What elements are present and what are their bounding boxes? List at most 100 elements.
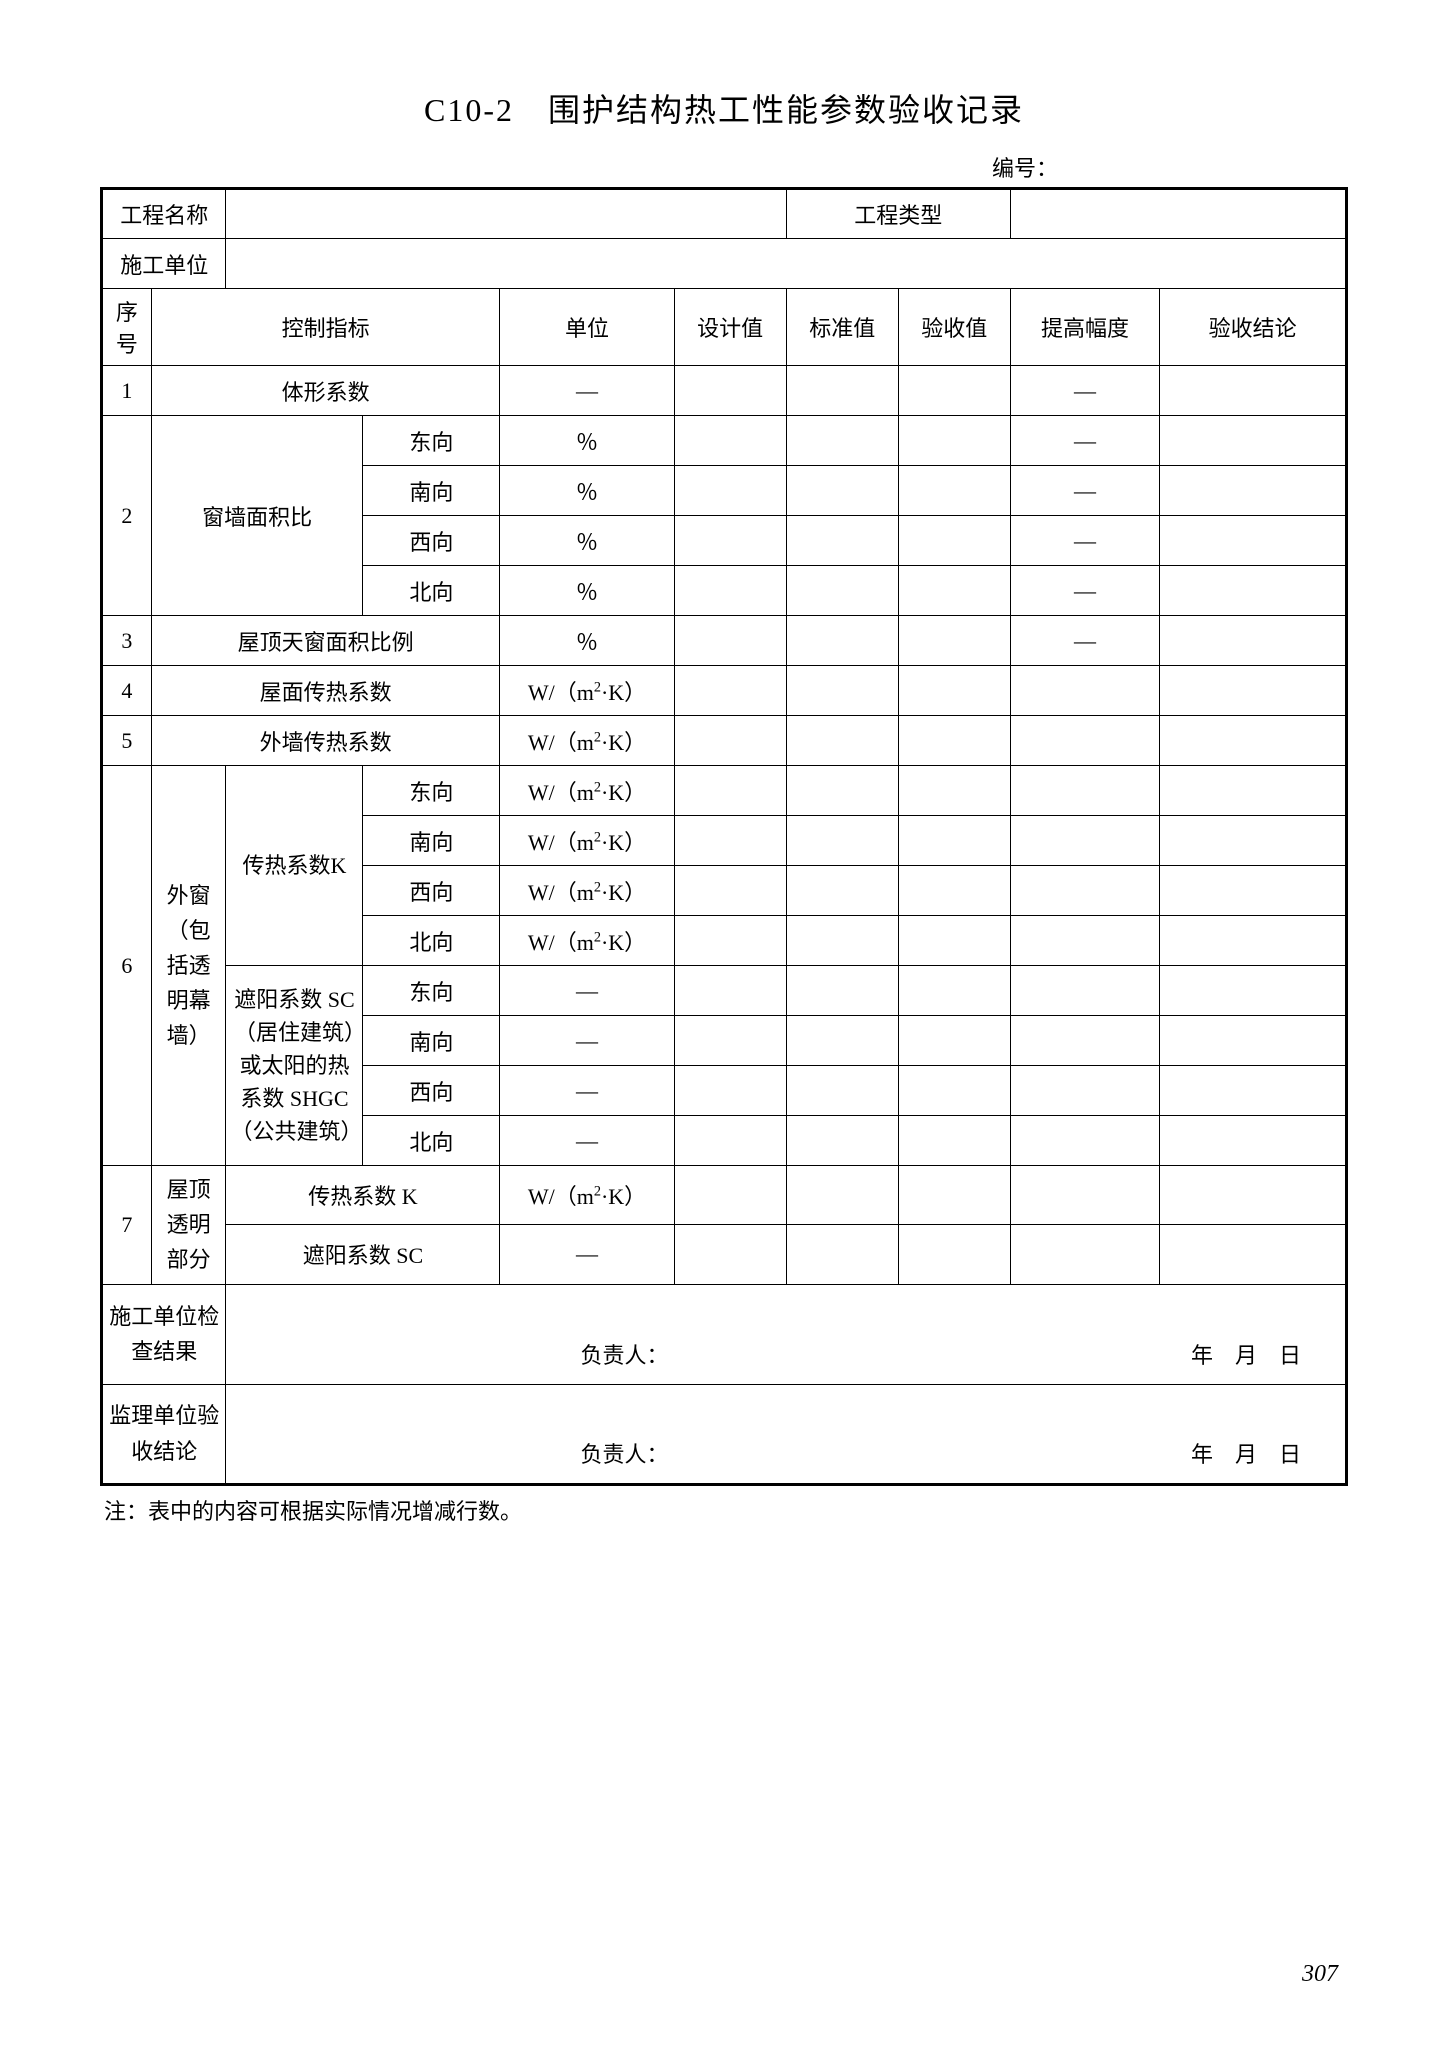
- cell: [674, 616, 786, 666]
- cell: [1160, 1016, 1347, 1066]
- indicator-label: 外墙传热系数: [151, 716, 500, 766]
- year-label: 年: [1191, 1343, 1213, 1368]
- cell: [898, 916, 1010, 966]
- table-row: 1 体形系数 — —: [102, 366, 1347, 416]
- responsible-label: 负责人：: [580, 1437, 668, 1469]
- cell: [786, 566, 898, 616]
- cell: [1160, 366, 1347, 416]
- acceptance-table: 工程名称 工程类型 施工单位 序号 控制指标 单位 设计值 标准值 验收值 提高…: [100, 187, 1348, 1486]
- responsible-label: 负责人：: [580, 1338, 668, 1370]
- cell: [1010, 966, 1159, 1016]
- day-label: 日: [1279, 1442, 1301, 1467]
- page-title: C10-2 围护结构热工性能参数验收记录: [100, 85, 1348, 131]
- page-number: 307: [1302, 1961, 1338, 1988]
- cell: [674, 566, 786, 616]
- unit: ％: [500, 466, 674, 516]
- cell: [1160, 1066, 1347, 1116]
- sub-indicator: 传热系数K: [226, 766, 363, 966]
- cell: [1160, 516, 1347, 566]
- cell: [1160, 416, 1347, 466]
- month-label: 月: [1235, 1442, 1257, 1467]
- table-row: 遮阳系数 SC —: [102, 1225, 1347, 1284]
- seq: 6: [102, 766, 152, 1166]
- indicator-label: 窗墙面积比: [151, 416, 363, 616]
- cell: [1010, 766, 1159, 816]
- cell: [898, 1166, 1010, 1225]
- unit: W/（m2·K）: [500, 716, 674, 766]
- direction-south: 南向: [363, 466, 500, 516]
- cell: [1010, 1066, 1159, 1116]
- cell: [898, 816, 1010, 866]
- table-row: 7 屋顶透明部分 传热系数 K W/（m2·K）: [102, 1166, 1347, 1225]
- cell: [786, 1066, 898, 1116]
- cell: [674, 416, 786, 466]
- contractor-value: [226, 239, 1347, 289]
- cell: [1160, 1225, 1347, 1284]
- table-row: 5 外墙传热系数 W/（m2·K）: [102, 716, 1347, 766]
- sub-indicator: 传热系数 K: [226, 1166, 500, 1225]
- cell: [674, 516, 786, 566]
- cell: —: [1010, 366, 1159, 416]
- cell: [674, 466, 786, 516]
- cell: [786, 516, 898, 566]
- cell: [1010, 1166, 1159, 1225]
- unit: W/（m2·K）: [500, 916, 674, 966]
- cell: [1160, 766, 1347, 816]
- cell: [786, 466, 898, 516]
- project-name-value: [226, 189, 786, 239]
- unit: W/（m2·K）: [500, 1166, 674, 1225]
- cell: [674, 1166, 786, 1225]
- cell: [898, 466, 1010, 516]
- col-seq: 序号: [102, 289, 152, 366]
- cell: [1010, 816, 1159, 866]
- cell: [674, 666, 786, 716]
- cell: [1160, 466, 1347, 516]
- cell: [1160, 966, 1347, 1016]
- project-name-label: 工程名称: [102, 189, 226, 239]
- cell: [786, 666, 898, 716]
- cell: [1010, 866, 1159, 916]
- cell: [898, 666, 1010, 716]
- direction-east: 东向: [363, 766, 500, 816]
- unit: ％: [500, 516, 674, 566]
- unit: —: [500, 366, 674, 416]
- seq: 7: [102, 1166, 152, 1285]
- cell: [674, 1116, 786, 1166]
- unit: W/（m2·K）: [500, 866, 674, 916]
- direction-east: 东向: [363, 966, 500, 1016]
- unit: —: [500, 1116, 674, 1166]
- table-row: 3 屋顶天窗面积比例 ％ —: [102, 616, 1347, 666]
- direction-north: 北向: [363, 566, 500, 616]
- direction-north: 北向: [363, 1116, 500, 1166]
- col-conclusion: 验收结论: [1160, 289, 1347, 366]
- seq: 3: [102, 616, 152, 666]
- supervisor-signature-area: 负责人： 年 月 日: [226, 1384, 1347, 1484]
- cell: [1010, 1116, 1159, 1166]
- cell: [898, 1225, 1010, 1284]
- cell: —: [1010, 466, 1159, 516]
- col-improve: 提高幅度: [1010, 289, 1159, 366]
- cell: [898, 716, 1010, 766]
- serial-number-label: 编号：: [100, 151, 1348, 183]
- unit: —: [500, 1225, 674, 1284]
- cell: [898, 766, 1010, 816]
- cell: [898, 1066, 1010, 1116]
- cell: [898, 866, 1010, 916]
- cell: [898, 566, 1010, 616]
- seq: 4: [102, 666, 152, 716]
- cell: [1160, 866, 1347, 916]
- col-standard: 标准值: [786, 289, 898, 366]
- table-row: 6 外窗（包括透明幕墙） 传热系数K 东向 W/（m2·K）: [102, 766, 1347, 816]
- project-type-value: [1010, 189, 1346, 239]
- seq: 1: [102, 366, 152, 416]
- cell: [674, 1225, 786, 1284]
- cell: [786, 616, 898, 666]
- cell: [1160, 1166, 1347, 1225]
- unit: —: [500, 1016, 674, 1066]
- unit: ％: [500, 566, 674, 616]
- project-type-label: 工程类型: [786, 189, 1010, 239]
- direction-west: 西向: [363, 516, 500, 566]
- cell: [674, 1066, 786, 1116]
- cell: —: [1010, 566, 1159, 616]
- table-row: 4 屋面传热系数 W/（m2·K）: [102, 666, 1347, 716]
